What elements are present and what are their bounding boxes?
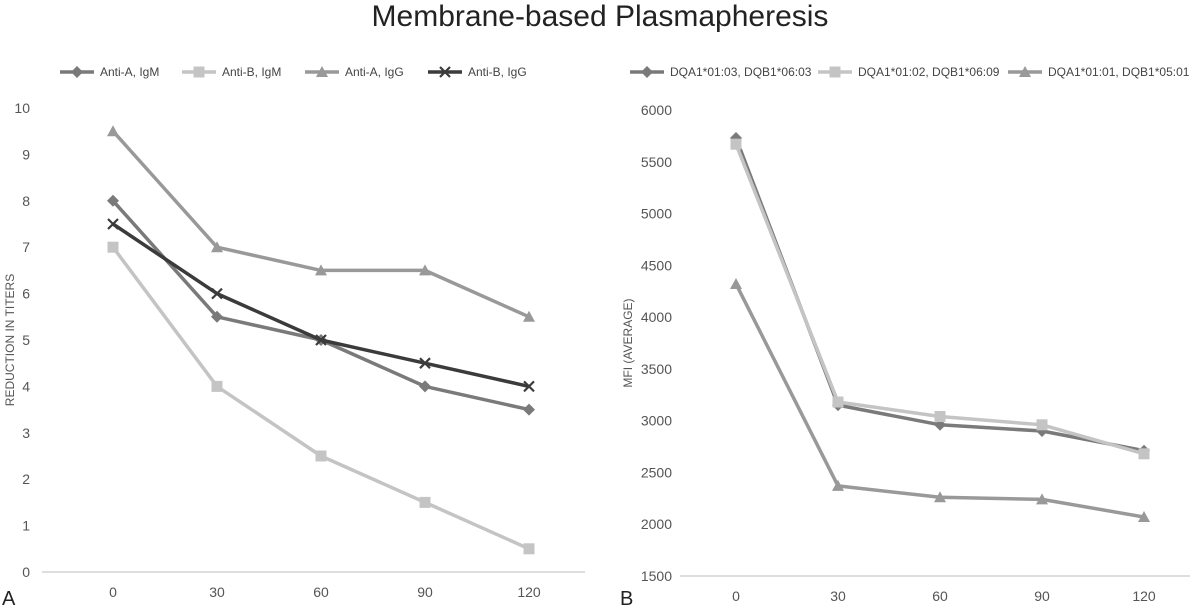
y-tick-label: 9: [22, 146, 30, 162]
series-line-2: [111, 130, 530, 319]
data-point: [523, 380, 535, 393]
y-tick-label: 4: [22, 378, 30, 394]
x-tick-label: 60: [932, 588, 948, 604]
y-tick-label: 10: [14, 100, 30, 116]
legend-label: Anti-A, IgM: [100, 65, 159, 79]
legend-swatch-marker: [316, 66, 328, 77]
y-tick-label: 4000: [641, 309, 672, 325]
series-line-3: [112, 222, 530, 389]
y-tick-label: 5000: [641, 206, 672, 222]
x-tick-label: 120: [517, 584, 541, 600]
data-point: [523, 310, 535, 322]
legend-swatch-marker: [71, 66, 83, 78]
data-point: [107, 218, 119, 230]
data-point: [730, 138, 742, 150]
data-point: [832, 396, 844, 408]
data-point: [107, 125, 119, 137]
y-tick-label: 1: [22, 518, 30, 534]
y-tick-label: 2500: [641, 464, 672, 480]
data-point: [211, 380, 223, 392]
series-line-0: [111, 199, 530, 412]
data-point: [419, 496, 431, 508]
x-tick-label: 90: [1034, 588, 1050, 604]
data-point: [832, 479, 844, 491]
legend-label: DQA1*01:02, DQB1*06:09: [858, 65, 1000, 79]
data-point: [419, 264, 431, 276]
data-point: [1036, 419, 1048, 431]
x-tick-label: 30: [830, 588, 846, 604]
x-tick-label: 120: [1132, 588, 1156, 604]
legend-swatch-marker: [193, 66, 205, 78]
y-tick-label: 2000: [641, 516, 672, 532]
y-tick-label: 0: [22, 564, 30, 580]
panel-letter: B: [620, 588, 633, 608]
y-tick-label: 2: [22, 471, 30, 487]
data-point: [419, 380, 431, 393]
y-tick-label: 3500: [641, 361, 672, 377]
legend-label: DQA1*01:03, DQB1*06:03: [670, 65, 812, 79]
x-tick-label: 90: [417, 584, 433, 600]
legend-swatch-marker: [641, 66, 653, 78]
legend-label: Anti-B, IgG: [468, 65, 527, 79]
data-point: [211, 241, 223, 253]
data-point: [107, 194, 119, 207]
y-tick-label: 7: [22, 239, 30, 255]
legend-label: Anti-A, IgG: [345, 65, 404, 79]
data-point: [523, 403, 535, 416]
data-point: [419, 357, 431, 369]
data-point: [523, 543, 535, 555]
y-tick-label: 6: [22, 286, 30, 302]
y-tick-label: 8: [22, 193, 30, 209]
legend-swatch-marker: [439, 66, 451, 78]
y-axis-label: REDUCTION IN TITERS: [3, 274, 17, 406]
y-tick-label: 4500: [641, 257, 672, 273]
data-point: [1036, 493, 1048, 505]
y-tick-label: 5500: [641, 154, 672, 170]
y-tick-label: 1500: [641, 568, 672, 584]
panel-letter: A: [2, 588, 16, 608]
y-axis-label: MFI (AVERAGE): [621, 298, 635, 387]
data-point: [1138, 510, 1150, 522]
y-tick-label: 3: [22, 425, 30, 441]
x-tick-label: 30: [209, 584, 225, 600]
series-line-2: [734, 283, 1145, 519]
legend-label: Anti-B, IgM: [222, 65, 281, 79]
legend-swatch-marker: [829, 66, 841, 78]
x-tick-label: 60: [313, 584, 329, 600]
legend-label: DQA1*01:01, DQB1*05:01: [1048, 65, 1190, 79]
data-point: [211, 310, 223, 323]
data-point: [315, 334, 327, 346]
x-tick-label: 0: [732, 588, 740, 604]
x-tick-label: 0: [109, 584, 117, 600]
data-point: [934, 491, 946, 503]
series-line-1: [111, 246, 530, 551]
data-point: [211, 287, 223, 300]
data-point: [315, 264, 327, 276]
y-tick-label: 6000: [641, 102, 672, 118]
data-point: [1138, 448, 1150, 460]
y-tick-label: 5: [22, 332, 30, 348]
legend-swatch-marker: [1019, 66, 1031, 77]
chart-title: Membrane-based Plasmapheresis: [371, 0, 829, 33]
data-point: [730, 277, 742, 289]
data-point: [107, 241, 119, 253]
panel-b: 1500 2000 2500 3000 3500 4000 4500 5000 5500 6000…: [620, 65, 1190, 608]
data-point: [934, 411, 946, 423]
y-tick-label: 3000: [641, 413, 672, 429]
data-point: [315, 450, 327, 462]
panel-a: 0 1 2 3 4 5 6 7 8 9 10 0 30 60 90 120 REDUCTION IN TITER…: [2, 65, 585, 608]
